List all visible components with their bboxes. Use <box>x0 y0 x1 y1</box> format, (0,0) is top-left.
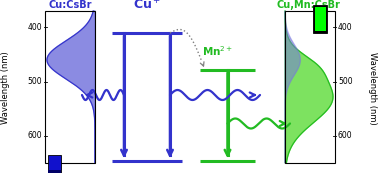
Polygon shape <box>285 11 333 163</box>
Bar <box>313 5 327 33</box>
Bar <box>285 11 335 163</box>
Text: 600: 600 <box>338 131 353 140</box>
Text: 400: 400 <box>338 23 353 32</box>
Text: 600: 600 <box>27 131 42 140</box>
Text: 500: 500 <box>338 77 353 86</box>
Bar <box>45 11 95 163</box>
Polygon shape <box>47 11 95 163</box>
Text: 400: 400 <box>27 23 42 32</box>
Text: Cu$^+$: Cu$^+$ <box>133 0 161 13</box>
Bar <box>48 170 61 173</box>
Polygon shape <box>285 11 301 163</box>
Text: 500: 500 <box>27 77 42 86</box>
Text: Wavelength (nm): Wavelength (nm) <box>2 52 11 124</box>
Text: Cu:CsBr: Cu:CsBr <box>48 0 92 10</box>
Bar <box>314 7 325 31</box>
Text: Cu,Mn:CsBr: Cu,Mn:CsBr <box>276 0 340 10</box>
Bar <box>48 155 61 173</box>
Text: Wavelength (nm): Wavelength (nm) <box>367 52 376 124</box>
Text: Mn$^{2+}$: Mn$^{2+}$ <box>202 44 233 58</box>
